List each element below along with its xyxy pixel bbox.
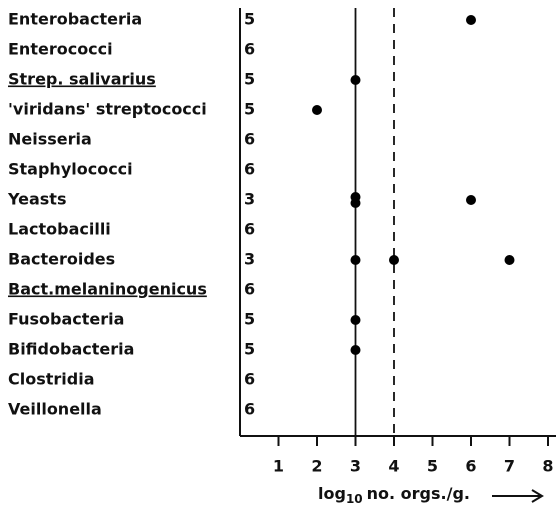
category-label: Strep. salivarius [8, 70, 156, 89]
dot [350, 315, 361, 325]
category-label: Neisseria [8, 130, 92, 149]
category-label: Bifidobacteria [8, 340, 134, 359]
category-label: Clostridia [8, 370, 95, 389]
dot [312, 105, 322, 115]
count-label: 5 [244, 100, 255, 119]
x-tick-label: 6 [465, 457, 476, 476]
category-label: Enterobacteria [8, 10, 142, 29]
count-label: 6 [244, 220, 255, 239]
x-tick-label: 4 [388, 457, 399, 476]
x-tick-label: 8 [542, 457, 553, 476]
category-label: Fusobacteria [8, 310, 124, 329]
x-label-sub: 10 [346, 492, 363, 506]
dot [466, 195, 476, 205]
x-tick-label: 1 [273, 457, 284, 476]
x-label-base: log [318, 484, 346, 503]
count-label: 5 [244, 310, 255, 329]
dot [350, 198, 361, 208]
category-label: Enterococci [8, 40, 113, 59]
category-label: Bact.melaninogenicus [8, 280, 207, 299]
dot [389, 255, 399, 265]
count-label: 6 [244, 40, 255, 59]
category-label: Bacteroides [8, 250, 115, 269]
dot [350, 255, 361, 265]
x-label-rest: no. orgs./g. [367, 484, 470, 503]
count-label: 6 [244, 400, 255, 419]
arrow [492, 489, 544, 503]
x-tick-label: 2 [311, 457, 322, 476]
category-label: Staphylococci [8, 160, 133, 179]
count-label: 6 [244, 160, 255, 179]
dot [350, 75, 361, 85]
dot [350, 345, 361, 355]
dot [466, 15, 476, 25]
category-label: Yeasts [7, 190, 66, 209]
x-tick-label: 3 [350, 457, 361, 476]
count-label: 6 [244, 280, 255, 299]
count-label: 6 [244, 370, 255, 389]
x-tick-label: 7 [504, 457, 515, 476]
category-label: Lactobacilli [8, 220, 111, 239]
count-label: 5 [244, 10, 255, 29]
count-label: 6 [244, 130, 255, 149]
count-label: 3 [244, 190, 255, 209]
dot [504, 255, 515, 265]
category-label: 'viridans' streptococci [8, 100, 207, 119]
count-label: 3 [244, 250, 255, 269]
x-axis-label: log10 no. orgs./g. [318, 484, 470, 506]
count-label: 5 [244, 70, 255, 89]
count-label: 5 [244, 340, 255, 359]
x-tick-label: 5 [427, 457, 438, 476]
category-label: Veillonella [8, 400, 102, 419]
